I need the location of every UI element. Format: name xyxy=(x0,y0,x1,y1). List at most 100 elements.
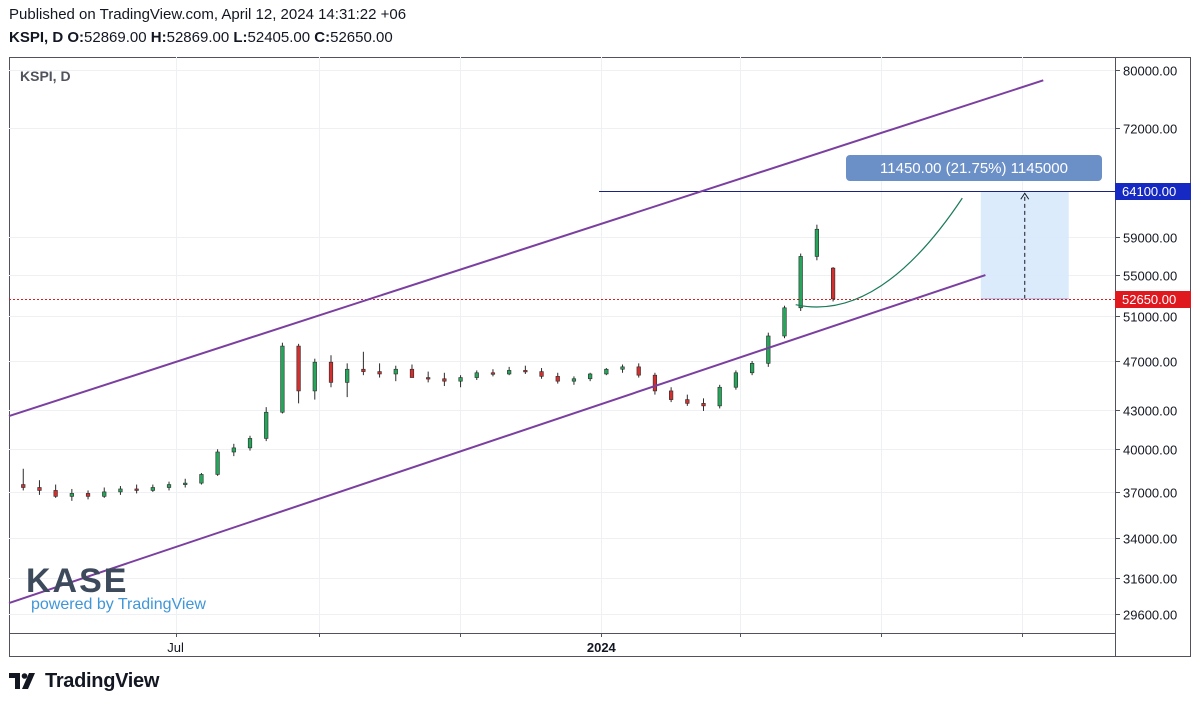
published-info: Published on TradingView.com, April 12, … xyxy=(9,6,407,23)
price-tick-label: 72000.00 xyxy=(1123,122,1177,137)
price-tick-label: 59000.00 xyxy=(1123,231,1177,246)
measure-label-box xyxy=(846,155,1102,181)
candle-body xyxy=(37,487,42,491)
candle-body xyxy=(134,488,139,491)
candle-body xyxy=(247,438,253,449)
price-tick-label: 51000.00 xyxy=(1123,310,1177,325)
legend-close-label: C: xyxy=(314,29,331,46)
candle-body xyxy=(458,377,463,382)
candle-body xyxy=(264,411,269,439)
candle-body xyxy=(490,372,496,375)
legend-open-label: O: xyxy=(67,29,85,46)
candle-body xyxy=(588,373,593,380)
candle-body xyxy=(102,491,107,497)
channel-lines[interactable] xyxy=(8,79,1044,604)
candle-body xyxy=(798,256,803,309)
price-tick-label: 37000.00 xyxy=(1123,486,1177,501)
kase-watermark: KASE powered by TradingView xyxy=(26,562,206,613)
candle-body xyxy=(393,368,398,375)
legend-high-label: H: xyxy=(150,29,167,46)
chart-symbol-label: KSPI, D xyxy=(20,68,71,84)
candle-body xyxy=(426,377,431,380)
target-badge-label: 64100.00 xyxy=(1122,184,1176,199)
candle-body xyxy=(296,345,301,392)
tradingview-brand: TradingView xyxy=(45,669,160,692)
candles xyxy=(21,224,836,501)
projection-curve-path xyxy=(795,197,963,308)
candle-body xyxy=(442,378,447,382)
candle-body xyxy=(199,474,204,484)
candle-body xyxy=(507,370,512,375)
candle-body xyxy=(523,370,528,373)
candle-body xyxy=(636,366,641,376)
measure-tool[interactable]: 11450.00 (21.75%) 1145000 xyxy=(846,155,1102,300)
channel-lower-line xyxy=(8,274,986,604)
candle-body xyxy=(280,345,285,413)
candle-body xyxy=(766,335,771,364)
candle-body xyxy=(782,307,787,337)
candle-body xyxy=(830,267,836,300)
candle-body xyxy=(312,361,317,392)
legend-low-value: 52405.00 xyxy=(247,29,311,46)
candle-body xyxy=(345,368,350,383)
price-tick-label: 31600.00 xyxy=(1123,572,1177,587)
candle-body xyxy=(717,386,722,407)
time-tick-label: 2024 xyxy=(587,640,617,655)
candle-body xyxy=(53,490,58,497)
legend-open-value: 52869.00 xyxy=(84,29,147,46)
watermark-tagline: powered by TradingView xyxy=(31,596,206,613)
candle-body xyxy=(328,361,334,383)
price-tick-label: 55000.00 xyxy=(1123,269,1177,284)
price-tick-label: 34000.00 xyxy=(1123,532,1177,547)
candle-body xyxy=(685,399,690,404)
candle-body xyxy=(733,372,739,388)
candle-body xyxy=(555,376,560,382)
price-tick-label: 29600.00 xyxy=(1123,608,1177,623)
price-tick-label: 40000.00 xyxy=(1123,443,1177,458)
candle-body xyxy=(377,371,382,375)
candle-body xyxy=(21,484,26,488)
candle-body xyxy=(85,493,91,497)
candle-body xyxy=(652,374,658,392)
last-price-badge-label: 52650.00 xyxy=(1122,292,1176,307)
legend-symbol: KSPI, D xyxy=(9,29,64,46)
candle-body xyxy=(620,366,625,370)
time-axis: Jul 2024 xyxy=(167,633,1023,655)
candle-body xyxy=(409,368,415,378)
candle-body xyxy=(604,368,609,375)
candle-body xyxy=(571,378,577,382)
candle-body xyxy=(166,484,172,488)
measure-arrowhead xyxy=(1020,192,1030,200)
price-levels: 52650.00 64100.00 xyxy=(9,183,1191,308)
price-tick-label: 47000.00 xyxy=(1123,355,1177,370)
candle-body xyxy=(215,451,220,475)
projection-curve[interactable] xyxy=(795,197,963,308)
channel-upper-line xyxy=(8,79,1044,418)
tradingview-footer[interactable]: TradingView xyxy=(9,668,159,694)
target-badge xyxy=(1115,183,1191,200)
candle-body xyxy=(118,488,123,493)
grid xyxy=(9,57,1115,633)
price-axis: 29600.00 31600.00 34000.00 37000.00 40000.00… xyxy=(1115,64,1177,623)
last-price-badge xyxy=(1115,291,1191,308)
price-tick-label: 43000.00 xyxy=(1123,404,1177,419)
candle-body xyxy=(474,372,479,378)
kase-logo: KASE xyxy=(26,562,128,600)
candle-body xyxy=(814,228,819,257)
measure-label: 11450.00 (21.75%) 1145000 xyxy=(880,160,1068,177)
time-tick-label: Jul xyxy=(167,640,184,655)
candle-body xyxy=(750,363,755,374)
candle-body xyxy=(669,390,674,400)
legend-high-value: 52869.00 xyxy=(166,29,230,46)
ohlc-legend: KSPI, D O:52869.00 H:52869.00 L:52405.00… xyxy=(9,29,393,46)
candle-body xyxy=(69,493,74,497)
candle-body xyxy=(361,368,366,372)
candle-body xyxy=(231,447,236,453)
price-tick-label: 80000.00 xyxy=(1123,64,1177,79)
legend-low-label: L: xyxy=(233,29,248,46)
legend-close-value: 52650.00 xyxy=(330,29,393,46)
chart-frame xyxy=(9,57,1191,657)
candle-body xyxy=(701,403,706,407)
candle-body xyxy=(183,482,188,485)
